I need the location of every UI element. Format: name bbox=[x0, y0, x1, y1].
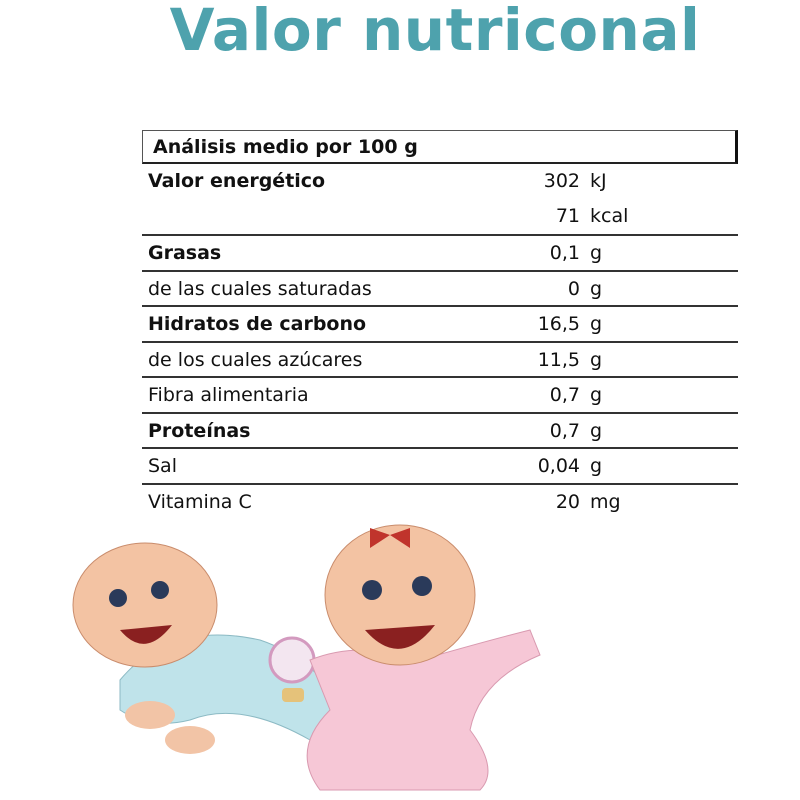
row-unit: g bbox=[590, 348, 603, 371]
table-row: Proteínas 0,7 g bbox=[142, 414, 738, 449]
row-unit: g bbox=[590, 242, 603, 264]
table-row-energy: Valor energético 302 kJ 71 kcal bbox=[142, 164, 738, 236]
row-unit: g bbox=[590, 419, 603, 442]
row-unit: mg bbox=[590, 490, 621, 513]
table-row: Grasas 0,1 g bbox=[142, 236, 738, 272]
row-value: 0,04 bbox=[537, 455, 580, 477]
table-row: de los cuales azúcares 11,5 g bbox=[142, 343, 738, 378]
row-label: Hidratos de carbono bbox=[148, 313, 367, 335]
row-label: Grasas bbox=[148, 242, 222, 264]
row-label: Vitamina C bbox=[148, 490, 252, 513]
table-row: de las cuales saturadas 0 g bbox=[142, 272, 738, 307]
row-label: Valor energético bbox=[148, 170, 326, 192]
row-label: de los cuales azúcares bbox=[148, 348, 363, 371]
row-value: 20 bbox=[555, 490, 580, 513]
row-label: Proteínas bbox=[148, 419, 251, 442]
row-value: 0 bbox=[567, 277, 580, 300]
baby-pink bbox=[306, 524, 541, 791]
table-header: Análisis medio por 100 g bbox=[142, 130, 738, 164]
row-unit: g bbox=[590, 384, 603, 406]
pacifier-icon bbox=[268, 636, 316, 702]
row-label: Sal bbox=[148, 455, 177, 477]
row-value: 71 bbox=[555, 205, 580, 227]
row-value: 0,7 bbox=[549, 384, 580, 406]
row-unit: kcal bbox=[590, 205, 629, 227]
row-label: de las cuales saturadas bbox=[148, 277, 372, 300]
table-row: Vitamina C 20 mg bbox=[142, 485, 738, 521]
row-value: 0,7 bbox=[549, 419, 580, 442]
row-unit: g bbox=[590, 313, 603, 335]
row-value: 16,5 bbox=[537, 313, 580, 335]
table-row: Sal 0,04 g bbox=[142, 449, 738, 485]
babies-illustration bbox=[72, 524, 541, 791]
table-row: Fibra alimentaria 0,7 g bbox=[142, 378, 738, 414]
row-value: 302 bbox=[543, 170, 580, 192]
nutrition-table: Análisis medio por 100 g Valor energétic… bbox=[142, 130, 738, 520]
row-unit: g bbox=[590, 455, 603, 477]
row-value: 0,1 bbox=[549, 242, 580, 264]
page-title: Valor nutriconal bbox=[169, 0, 701, 64]
row-unit: g bbox=[590, 277, 603, 300]
row-value: 11,5 bbox=[537, 348, 580, 371]
table-row: Hidratos de carbono 16,5 g bbox=[142, 307, 738, 343]
row-unit: kJ bbox=[590, 170, 607, 192]
row-label: Fibra alimentaria bbox=[148, 384, 309, 406]
